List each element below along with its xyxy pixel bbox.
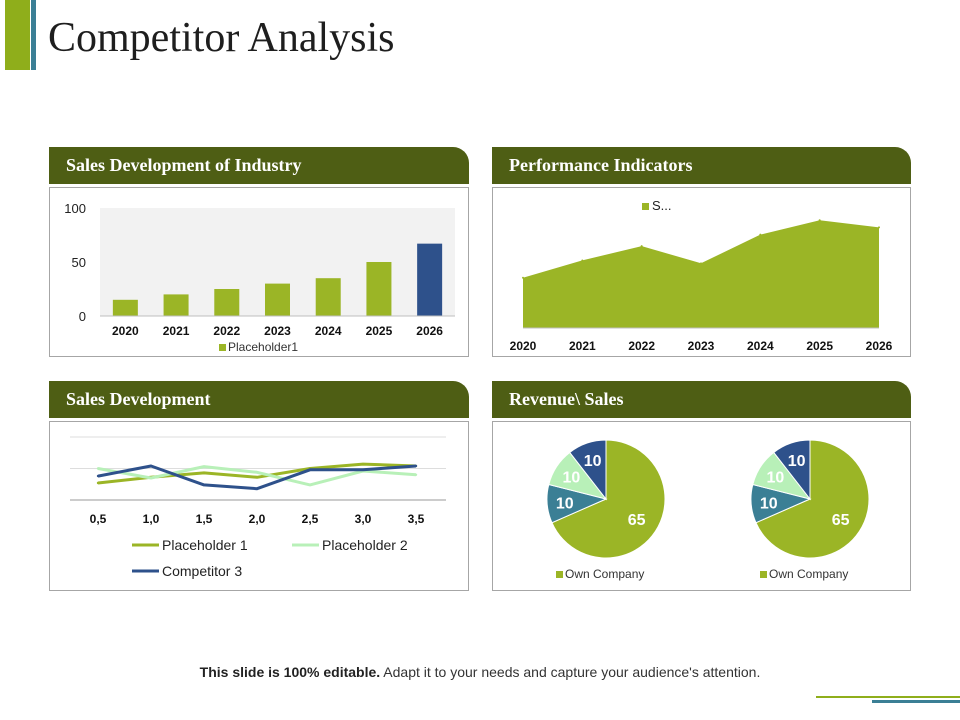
legend-label-0: Placeholder 1 <box>162 537 248 553</box>
area-point-2024 <box>759 233 762 236</box>
panel-header-revenue: Revenue\ Sales <box>492 381 911 418</box>
slide-title: Competitor Analysis <box>48 15 395 61</box>
pie-0-legend-swatch <box>556 571 563 578</box>
x-tick-label-5: 3,0 <box>355 512 372 526</box>
bottom-accent-green <box>816 696 960 698</box>
pie-1-label-3: 10 <box>788 453 806 470</box>
panel-performance: 2020 2021 2022 2023 2024 2025 2026 S... <box>492 187 911 357</box>
line-point-2-0 <box>96 474 100 478</box>
line-point-2-3 <box>255 487 259 490</box>
x-tick-label-4: 2024 <box>315 324 342 338</box>
x-tick-label-5: 2025 <box>806 339 833 353</box>
area-chart: 2020 2021 2022 2023 2024 2025 2026 S... <box>510 198 893 353</box>
pie-1-label-1: 10 <box>760 495 778 512</box>
line-chart: 0,5 1,0 1,5 2,0 2,5 3,0 3,5 Placeholder 1 Placeh… <box>70 436 446 579</box>
x-tick-label-6: 2026 <box>416 324 443 338</box>
bar-2025 <box>366 262 392 316</box>
bar-chart: 0 50 100 2020 2021 2022 2023 2024 2025 2026 Placeh… <box>64 201 455 354</box>
x-tick-label-3: 2023 <box>264 324 291 338</box>
line-point-2-2 <box>202 483 206 487</box>
area-point-2022 <box>640 245 643 248</box>
area-point-2023 <box>700 262 702 265</box>
area-point-2026 <box>878 226 880 229</box>
line-point-1-2 <box>202 465 206 468</box>
legend-label: S... <box>652 198 672 213</box>
area-point-2021 <box>581 259 584 262</box>
line-point-1-1 <box>149 476 153 480</box>
line-point-1-4 <box>308 483 312 487</box>
bar-2026 <box>417 243 443 316</box>
legend-label-1: Placeholder 2 <box>322 537 408 553</box>
title-accent-blue <box>31 0 36 70</box>
x-tick-label-0: 0,5 <box>90 512 107 526</box>
pie-0-label-0: 65 <box>628 512 646 529</box>
title-accent-green <box>5 0 30 70</box>
bottom-accent-blue <box>872 700 960 703</box>
area-series <box>523 220 879 328</box>
panel-revenue: 65 10 10 10 Own Company 65 10 10 10 Own Company <box>492 421 911 591</box>
x-tick-label-0: 2020 <box>510 339 537 353</box>
pie-0-label-1: 10 <box>556 495 574 512</box>
x-tick-label-6: 2026 <box>866 339 893 353</box>
x-tick-label-2: 2022 <box>213 324 240 338</box>
line-point-0-3 <box>255 476 259 479</box>
pie-1-label-2: 10 <box>767 469 785 486</box>
pie-1-slice-0 <box>755 439 870 559</box>
line-point-2-5 <box>361 468 365 471</box>
footer-bold: This slide is 100% editable. <box>199 664 381 680</box>
bar-2021 <box>163 294 189 316</box>
y-tick-label-0: 0 <box>79 309 86 324</box>
pie-0-label-2: 10 <box>563 469 581 486</box>
line-point-1-6 <box>414 473 418 476</box>
line-point-0-5 <box>361 462 365 466</box>
x-tick-label-1: 2021 <box>163 324 190 338</box>
bar-2024 <box>315 278 341 316</box>
panel-sales: 0,5 1,0 1,5 2,0 2,5 3,0 3,5 Placeholder 1 Placeh… <box>49 421 469 591</box>
x-tick-label-4: 2,5 <box>302 512 319 526</box>
pie-1-slice-3 <box>773 439 811 501</box>
pie-0-legend-label: Own Company <box>565 567 644 581</box>
line-point-1-0 <box>96 467 100 470</box>
line-point-2-1 <box>149 464 153 468</box>
bar-2023 <box>265 283 290 316</box>
panel-header-sales: Sales Development <box>49 381 469 418</box>
legend-label-2: Competitor 3 <box>162 563 242 579</box>
y-tick-label-1: 50 <box>72 255 86 270</box>
legend-label: Placeholder1 <box>228 340 298 354</box>
x-tick-label-4: 2024 <box>747 339 774 353</box>
x-tick-label-6: 3,5 <box>408 512 425 526</box>
x-tick-label-1: 2021 <box>569 339 596 353</box>
y-tick-label-2: 100 <box>64 201 86 216</box>
pie-0-slice-3 <box>569 439 607 501</box>
area-point-2025 <box>818 219 821 222</box>
line-point-0-2 <box>202 471 206 475</box>
bar-2022 <box>214 289 240 316</box>
bar-2020 <box>112 299 138 316</box>
pie-1-legend-label: Own Company <box>769 567 848 581</box>
panel-header-industry: Sales Development of Industry <box>49 147 469 184</box>
panel-header-performance: Performance Indicators <box>492 147 911 184</box>
line-point-2-6 <box>414 464 418 468</box>
panel-industry: 0 50 100 2020 2021 2022 2023 2024 2025 2026 Placeh… <box>49 187 469 357</box>
footer-note: This slide is 100% editable. Adapt it to… <box>0 664 960 680</box>
x-tick-label-5: 2025 <box>366 324 393 338</box>
x-tick-label-3: 2,0 <box>249 512 266 526</box>
footer-text: Adapt it to your needs and capture your … <box>380 664 761 680</box>
pie-0-label-3: 10 <box>584 453 602 470</box>
legend-swatch <box>219 344 226 351</box>
legend-swatch <box>642 203 649 210</box>
pie-1-legend-swatch <box>760 571 767 578</box>
x-tick-label-0: 2020 <box>112 324 139 338</box>
pie-1-label-0: 65 <box>832 512 850 529</box>
pie-0-slice-0 <box>551 439 666 559</box>
x-tick-label-2: 2022 <box>628 339 655 353</box>
line-point-2-4 <box>308 468 312 471</box>
x-tick-label-2: 1,5 <box>196 512 213 526</box>
line-point-0-0 <box>96 481 100 485</box>
x-tick-label-3: 2023 <box>688 339 715 353</box>
x-tick-label-1: 1,0 <box>143 512 160 526</box>
line-point-1-3 <box>255 471 259 474</box>
area-point-2020 <box>522 276 524 279</box>
